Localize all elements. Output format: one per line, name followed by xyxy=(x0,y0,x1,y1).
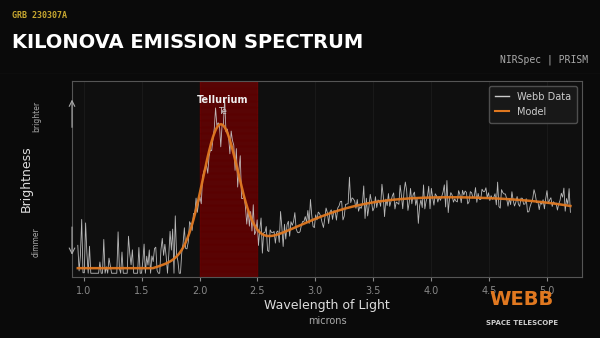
Text: dimmer: dimmer xyxy=(32,227,41,257)
Bar xyxy=(199,186,257,192)
Text: KILONOVA EMISSION SPECTRUM: KILONOVA EMISSION SPECTRUM xyxy=(12,33,363,52)
Bar xyxy=(199,264,257,271)
Y-axis label: Brightness: Brightness xyxy=(20,146,33,213)
Text: microns: microns xyxy=(308,316,346,327)
Bar xyxy=(199,192,257,199)
Text: GRB 230307A: GRB 230307A xyxy=(12,11,67,20)
Bar xyxy=(199,218,257,225)
Bar xyxy=(199,160,257,166)
Bar xyxy=(199,81,257,88)
Bar xyxy=(199,127,257,134)
Bar xyxy=(199,94,257,101)
Bar xyxy=(199,81,257,277)
Bar xyxy=(199,244,257,251)
Text: SPACE TELESCOPE: SPACE TELESCOPE xyxy=(486,320,558,326)
Bar xyxy=(199,199,257,205)
Bar xyxy=(199,271,257,277)
Bar xyxy=(199,134,257,140)
Text: NIRSpec | PRISM: NIRSpec | PRISM xyxy=(500,54,588,65)
Text: brighter: brighter xyxy=(32,101,41,132)
Text: Tellurium: Tellurium xyxy=(197,95,248,105)
Bar xyxy=(199,212,257,218)
Bar xyxy=(199,173,257,179)
Bar xyxy=(199,153,257,160)
Bar xyxy=(199,101,257,107)
X-axis label: Wavelength of Light: Wavelength of Light xyxy=(264,299,390,312)
Bar xyxy=(199,114,257,120)
Text: WEBB: WEBB xyxy=(490,290,554,309)
Bar xyxy=(199,225,257,232)
Bar xyxy=(199,146,257,153)
Bar xyxy=(199,107,257,114)
Bar xyxy=(199,140,257,146)
Legend: Webb Data, Model: Webb Data, Model xyxy=(489,86,577,122)
Text: Te: Te xyxy=(218,107,227,116)
Bar xyxy=(199,120,257,127)
Bar xyxy=(199,232,257,238)
Bar xyxy=(199,238,257,244)
Bar xyxy=(199,179,257,186)
Bar xyxy=(199,88,257,94)
Bar xyxy=(199,258,257,264)
Bar xyxy=(199,205,257,212)
Bar xyxy=(199,166,257,173)
Bar xyxy=(199,251,257,258)
